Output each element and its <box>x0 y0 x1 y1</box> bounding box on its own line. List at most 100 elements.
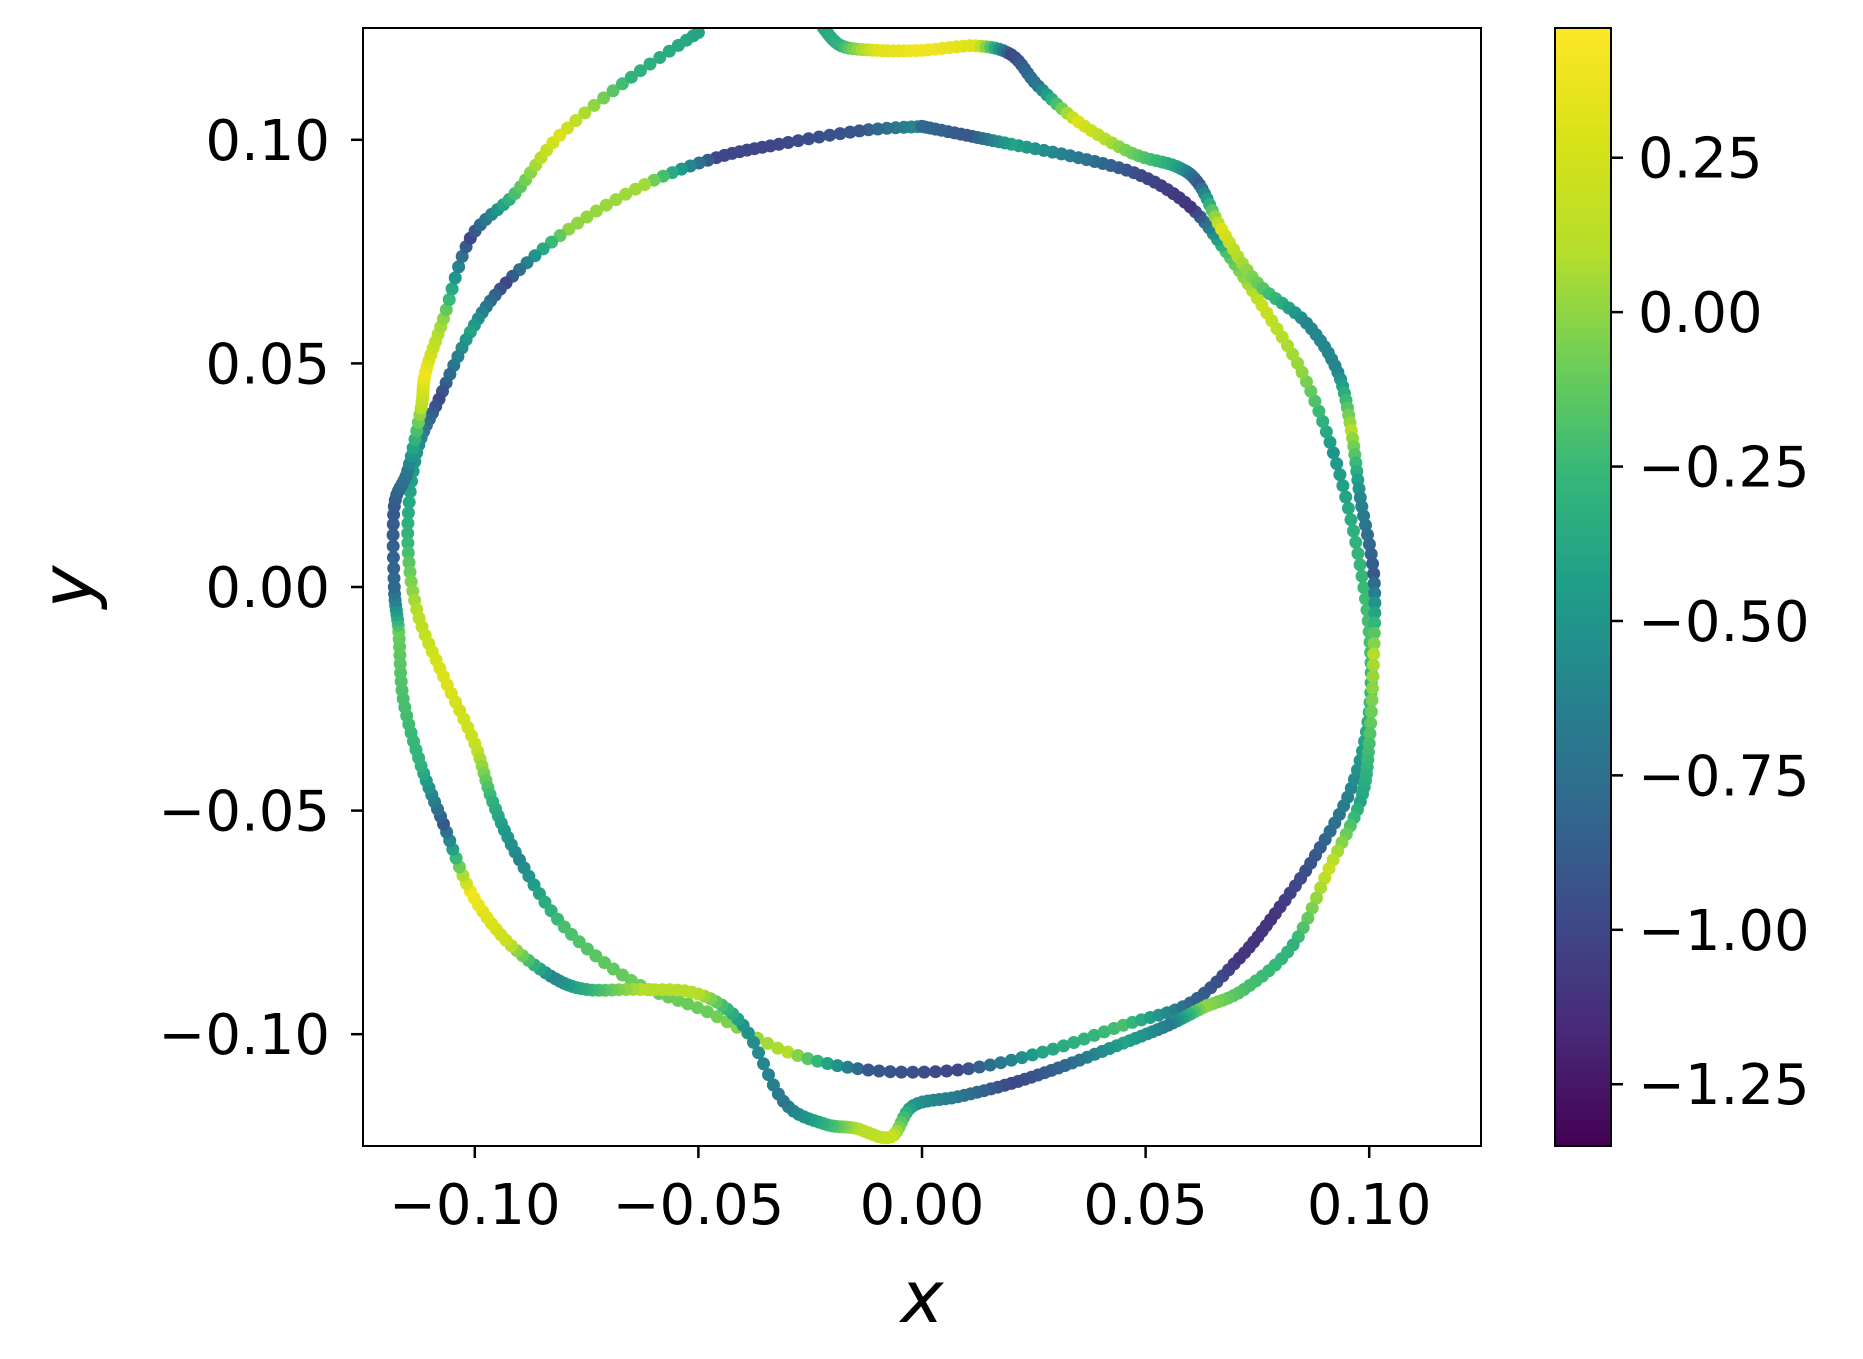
scatter-point <box>452 260 466 274</box>
scatter-point <box>1367 637 1381 651</box>
scatter-point <box>1312 404 1326 418</box>
scatter-point <box>915 119 929 133</box>
scatter-point <box>883 1065 897 1079</box>
scatter-point <box>871 122 885 136</box>
scatter-point <box>1366 557 1380 571</box>
scatter-point <box>1319 425 1333 439</box>
scatter-point <box>710 1010 724 1024</box>
scatter-point <box>1355 569 1369 583</box>
scatter-point <box>812 130 826 144</box>
scatter-point <box>1351 547 1365 560</box>
scatter-point <box>597 91 611 105</box>
scatter-point <box>843 125 857 139</box>
scatter-point <box>681 997 695 1011</box>
scatter-point <box>1305 901 1319 915</box>
scatter-point <box>972 1060 986 1074</box>
y-tick-label: −0.10 <box>158 1003 330 1068</box>
x-tick-label: 0.10 <box>1307 1173 1432 1238</box>
colorbar-tick-label: 0.00 <box>1638 281 1763 346</box>
scatter-point <box>1316 414 1330 428</box>
scatter-point <box>1367 647 1381 661</box>
scatter-point <box>587 98 601 112</box>
scatter-point <box>1004 1053 1018 1067</box>
scatter-point <box>401 516 415 530</box>
scatter-point <box>802 132 816 146</box>
scatter-point <box>1353 558 1367 572</box>
scatter-point <box>1341 501 1355 515</box>
scatter-point <box>1333 468 1347 482</box>
scatter-point <box>628 182 642 196</box>
scatter-point <box>1357 581 1371 595</box>
scatter-point <box>1036 1045 1050 1059</box>
scatter-point <box>1308 394 1322 408</box>
plot-frame <box>362 27 1482 1147</box>
scatter-point <box>757 1057 770 1071</box>
scatter-point <box>872 1064 886 1078</box>
x-axis-ticks: −0.10 −0.05 0.00 0.05 0.10 <box>389 1146 1432 1238</box>
scatter-point <box>929 1065 942 1079</box>
scatter-point <box>1046 1042 1060 1056</box>
scatter-point <box>1366 681 1379 695</box>
scatter-point <box>1366 658 1380 672</box>
x-tick-label: 0.05 <box>1083 1173 1208 1238</box>
scatter-point <box>940 1064 954 1078</box>
scatter-point <box>791 134 805 148</box>
scatter-point <box>771 1041 785 1055</box>
x-tick-label: −0.10 <box>389 1173 561 1238</box>
scatter-point <box>402 495 416 509</box>
scatter-point <box>1367 567 1381 581</box>
colorbar <box>1554 27 1612 1147</box>
colorbar-tick-label: −0.50 <box>1638 590 1810 655</box>
scatter-point <box>1368 616 1382 630</box>
colorbar-tick-label: −0.25 <box>1638 436 1810 501</box>
colorbar-tick-label: −1.25 <box>1638 1053 1810 1118</box>
scatter-point <box>1323 435 1337 449</box>
scatter-point <box>962 1062 976 1076</box>
scatter-point <box>691 28 705 39</box>
scatter-point <box>561 121 574 135</box>
scatter-point <box>599 198 613 212</box>
y-tick-label: 0.10 <box>205 109 330 174</box>
scatter-point <box>1368 586 1382 600</box>
scatter-point <box>906 1065 920 1079</box>
scatter-point <box>851 1062 865 1076</box>
scatter-point <box>619 187 633 201</box>
scatter-point <box>1365 693 1379 707</box>
scatter-point <box>861 1063 875 1077</box>
x-axis-label: x <box>899 1255 945 1339</box>
scatter-point <box>841 1060 855 1074</box>
scatter-point <box>821 1057 834 1070</box>
scatter-point <box>401 506 415 520</box>
scatter-point <box>448 271 462 285</box>
scatter-point <box>633 64 647 78</box>
scatter-point <box>761 1036 775 1050</box>
scatter-point <box>1368 596 1382 610</box>
scatter-point <box>402 556 416 570</box>
scatter-point <box>1025 1048 1039 1062</box>
scatter-point <box>1347 524 1360 538</box>
scatter-point <box>1364 547 1378 561</box>
scatter-point <box>1367 626 1381 640</box>
scatter-point <box>1314 881 1328 895</box>
scatter-point <box>831 1059 844 1073</box>
scatter-point <box>811 1054 825 1068</box>
scatter-point <box>387 561 401 575</box>
scatter-point <box>1364 705 1378 719</box>
scatter-point <box>823 128 837 142</box>
scatter-point <box>1366 670 1380 683</box>
scatter-point <box>403 485 417 499</box>
scatter-point <box>766 1078 780 1092</box>
scatter-point <box>589 204 603 218</box>
scatter-point <box>578 106 592 120</box>
y-tick-label: 0.00 <box>205 556 330 621</box>
scatter-point <box>615 77 629 91</box>
scatter-point <box>1087 1028 1101 1042</box>
colorbar-tick-label: −1.00 <box>1638 899 1810 964</box>
y-tick-label: 0.05 <box>205 332 330 397</box>
y-axis-ticks: 0.10 0.05 0.00 −0.05 −0.10 <box>158 109 363 1068</box>
scatter-point <box>752 1046 765 1060</box>
scatter-point <box>1367 576 1381 590</box>
scatter-point <box>653 51 667 64</box>
scatter-point <box>580 210 594 224</box>
